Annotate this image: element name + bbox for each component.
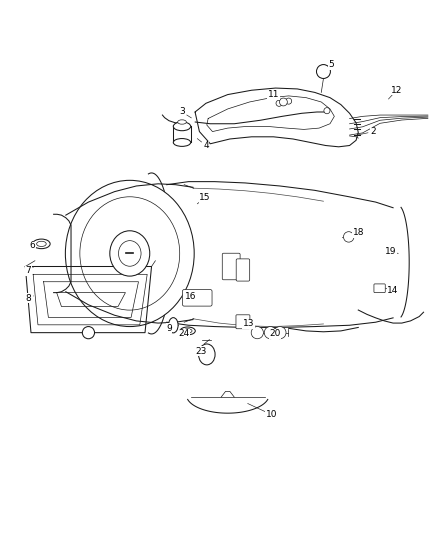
- Text: 8: 8: [25, 294, 31, 303]
- Text: 19: 19: [385, 247, 397, 256]
- Text: 18: 18: [353, 228, 364, 237]
- Ellipse shape: [180, 327, 195, 335]
- Circle shape: [279, 98, 287, 106]
- Ellipse shape: [65, 180, 194, 327]
- Text: 23: 23: [195, 347, 206, 356]
- Circle shape: [264, 327, 276, 339]
- Ellipse shape: [173, 139, 191, 147]
- FancyBboxPatch shape: [236, 259, 250, 281]
- Text: 3: 3: [179, 108, 185, 117]
- Circle shape: [317, 64, 330, 78]
- FancyBboxPatch shape: [183, 289, 212, 306]
- FancyBboxPatch shape: [374, 284, 385, 293]
- Ellipse shape: [178, 120, 186, 124]
- Ellipse shape: [198, 344, 215, 365]
- Text: 11: 11: [268, 90, 279, 99]
- Text: 5: 5: [328, 60, 334, 69]
- Ellipse shape: [184, 329, 192, 333]
- Circle shape: [251, 327, 263, 339]
- Text: 13: 13: [243, 319, 254, 328]
- Circle shape: [286, 98, 292, 104]
- Text: 2: 2: [371, 127, 376, 136]
- Text: 14: 14: [387, 286, 399, 295]
- Circle shape: [343, 232, 354, 242]
- Text: 16: 16: [185, 293, 197, 302]
- Text: 24: 24: [179, 329, 190, 338]
- Text: 15: 15: [199, 193, 211, 202]
- Ellipse shape: [173, 122, 191, 131]
- Ellipse shape: [37, 241, 46, 246]
- Circle shape: [276, 100, 282, 107]
- FancyBboxPatch shape: [222, 253, 240, 280]
- Text: 12: 12: [391, 86, 402, 95]
- Circle shape: [274, 327, 286, 339]
- Text: 20: 20: [269, 329, 280, 338]
- Text: 6: 6: [30, 241, 35, 250]
- Text: 4: 4: [203, 141, 209, 150]
- Ellipse shape: [33, 239, 50, 249]
- Ellipse shape: [169, 318, 178, 333]
- Text: 7: 7: [25, 266, 31, 276]
- Text: 9: 9: [166, 324, 172, 333]
- Ellipse shape: [119, 240, 141, 266]
- Text: 10: 10: [265, 410, 277, 419]
- Circle shape: [324, 108, 330, 114]
- Circle shape: [82, 327, 95, 339]
- Ellipse shape: [110, 231, 150, 276]
- FancyBboxPatch shape: [236, 315, 250, 329]
